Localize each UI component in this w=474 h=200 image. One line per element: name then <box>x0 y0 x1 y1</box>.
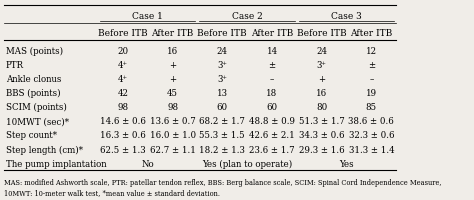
Text: 42.6 ± 2.1: 42.6 ± 2.1 <box>249 131 295 140</box>
Text: 23.6 ± 1.7: 23.6 ± 1.7 <box>249 145 295 154</box>
Text: Step length (cm)*: Step length (cm)* <box>6 145 83 154</box>
Text: ±: ± <box>368 60 375 69</box>
Text: 45: 45 <box>167 89 178 97</box>
Text: 98: 98 <box>167 103 178 112</box>
Text: 10MWT (sec)*: 10MWT (sec)* <box>6 117 69 126</box>
Text: 3⁺: 3⁺ <box>217 60 227 69</box>
Text: Case 3: Case 3 <box>331 12 362 21</box>
Text: 62.7 ± 1.1: 62.7 ± 1.1 <box>150 145 195 154</box>
Text: 62.5 ± 1.3: 62.5 ± 1.3 <box>100 145 146 154</box>
Text: Yes (plan to operate): Yes (plan to operate) <box>202 159 292 168</box>
Text: 3⁺: 3⁺ <box>317 60 327 69</box>
Text: 55.3 ± 1.5: 55.3 ± 1.5 <box>200 131 245 140</box>
Text: 18: 18 <box>266 89 278 97</box>
Text: +: + <box>169 74 176 83</box>
Text: 3⁺: 3⁺ <box>217 74 227 83</box>
Text: 16.3 ± 0.6: 16.3 ± 0.6 <box>100 131 146 140</box>
Text: MAS: modified Ashworth scale, PTR: patellar tendon reflex, BBS: Berg balance sca: MAS: modified Ashworth scale, PTR: patel… <box>4 178 441 196</box>
Text: After ITB: After ITB <box>152 29 194 38</box>
Text: Case 1: Case 1 <box>132 12 163 21</box>
Text: 13.6 ± 0.7: 13.6 ± 0.7 <box>150 117 195 126</box>
Text: 31.3 ± 1.4: 31.3 ± 1.4 <box>348 145 394 154</box>
Text: Step count*: Step count* <box>6 131 57 140</box>
Text: 19: 19 <box>366 89 377 97</box>
Text: 16: 16 <box>167 46 178 55</box>
Text: +: + <box>318 74 325 83</box>
Text: 29.3 ± 1.6: 29.3 ± 1.6 <box>299 145 345 154</box>
Text: Case 2: Case 2 <box>232 12 263 21</box>
Text: 20: 20 <box>118 46 128 55</box>
Text: –: – <box>369 74 374 83</box>
Text: 85: 85 <box>366 103 377 112</box>
Text: –: – <box>270 74 274 83</box>
Text: 24: 24 <box>217 46 228 55</box>
Text: The pump implantation: The pump implantation <box>6 159 107 168</box>
Text: Ankle clonus: Ankle clonus <box>6 74 61 83</box>
Text: 68.2 ± 1.7: 68.2 ± 1.7 <box>200 117 245 126</box>
Text: 16.0 ± 1.0: 16.0 ± 1.0 <box>149 131 196 140</box>
Text: 4⁺: 4⁺ <box>118 60 128 69</box>
Text: 32.3 ± 0.6: 32.3 ± 0.6 <box>348 131 394 140</box>
Text: +: + <box>169 60 176 69</box>
Text: 98: 98 <box>118 103 128 112</box>
Text: 60: 60 <box>266 103 277 112</box>
Text: ±: ± <box>268 60 275 69</box>
Text: PTR: PTR <box>6 60 24 69</box>
Text: 14.6 ± 0.6: 14.6 ± 0.6 <box>100 117 146 126</box>
Text: 34.3 ± 0.6: 34.3 ± 0.6 <box>299 131 345 140</box>
Text: 42: 42 <box>118 89 128 97</box>
Text: 4⁺: 4⁺ <box>118 74 128 83</box>
Text: 18.2 ± 1.3: 18.2 ± 1.3 <box>200 145 245 154</box>
Text: 14: 14 <box>266 46 277 55</box>
Text: Yes: Yes <box>339 159 354 168</box>
Text: MAS (points): MAS (points) <box>6 46 63 55</box>
Text: 80: 80 <box>316 103 327 112</box>
Text: Before ITB: Before ITB <box>198 29 247 38</box>
Text: After ITB: After ITB <box>251 29 293 38</box>
Text: Before ITB: Before ITB <box>297 29 346 38</box>
Text: Before ITB: Before ITB <box>98 29 148 38</box>
Text: 48.8 ± 0.9: 48.8 ± 0.9 <box>249 117 295 126</box>
Text: After ITB: After ITB <box>350 29 392 38</box>
Text: 38.6 ± 0.6: 38.6 ± 0.6 <box>348 117 394 126</box>
Text: BBS (points): BBS (points) <box>6 88 61 98</box>
Text: 24: 24 <box>316 46 327 55</box>
Text: 60: 60 <box>217 103 228 112</box>
Text: SCIM (points): SCIM (points) <box>6 103 67 112</box>
Text: 51.3 ± 1.7: 51.3 ± 1.7 <box>299 117 345 126</box>
Text: 13: 13 <box>217 89 228 97</box>
Text: No: No <box>141 159 154 168</box>
Text: 12: 12 <box>366 46 377 55</box>
Text: 16: 16 <box>316 89 327 97</box>
